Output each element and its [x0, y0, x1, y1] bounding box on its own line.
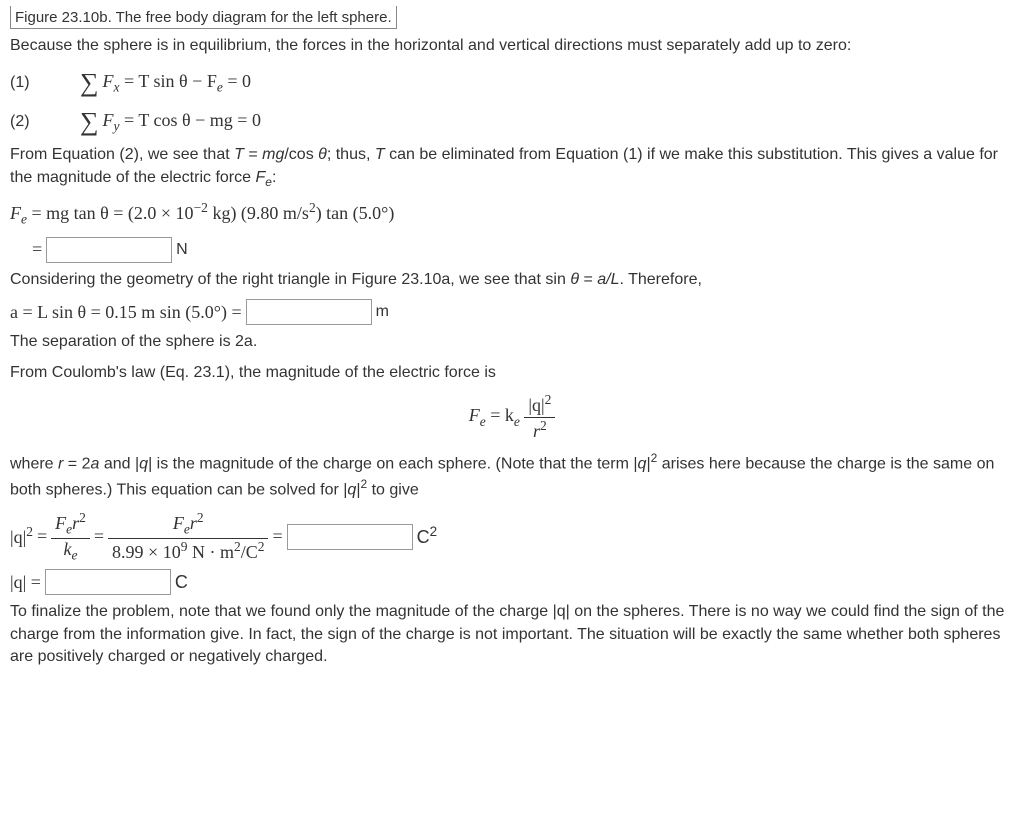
q2-frac2: Fer2 8.99 × 109 N · m2/C2: [108, 510, 268, 563]
equation-2-row: (2) ∑Fy = T cos θ − mg = 0: [10, 104, 1014, 140]
unit-coulomb: C: [175, 570, 188, 595]
unit-newton: N: [176, 239, 188, 261]
figure-caption-text: Figure 23.10b. The free body diagram for…: [15, 9, 392, 26]
eq1-body: ∑Fx = T sin θ − Fe = 0: [80, 65, 251, 101]
fe-result-row: = N: [32, 237, 1014, 263]
coulomb-equation: Fe = ke |q|2 r2: [10, 392, 1014, 442]
paragraph-5: From Coulomb's law (Eq. 23.1), the magni…: [10, 362, 1014, 384]
q-squared-row: |q|2 = Fer2 ke = Fer2 8.99 × 109 N · m2/…: [10, 510, 1014, 564]
equation-1-row: (1) ∑Fx = T sin θ − Fe = 0: [10, 65, 1014, 101]
fe-equation: Fe = mg tan θ = (2.0 × 10−2 kg) (9.80 m/…: [10, 199, 1014, 229]
intro-paragraph: Because the sphere is in equilibrium, th…: [10, 35, 1014, 57]
a-equation: a = L sin θ = 0.15 m sin (5.0°) =: [10, 300, 242, 325]
eq2-number: (2): [10, 111, 40, 133]
unit-c2: C2: [417, 523, 438, 550]
a-answer-input[interactable]: [246, 299, 372, 325]
paragraph-2: From Equation (2), we see that T = mg/co…: [10, 144, 1014, 190]
q-squared-input[interactable]: [287, 524, 413, 550]
paragraph-4: The separation of the sphere is 2a.: [10, 331, 1014, 353]
paragraph-6: where r = 2a and |q| is the magnitude of…: [10, 450, 1014, 501]
q-row: |q| = C: [10, 569, 1014, 595]
a-equation-row: a = L sin θ = 0.15 m sin (5.0°) = m: [10, 299, 1014, 325]
eq1-number: (1): [10, 72, 40, 94]
q-lhs: |q| =: [10, 570, 41, 595]
q-answer-input[interactable]: [45, 569, 171, 595]
sigma-icon: ∑: [80, 65, 99, 101]
q2-frac1: Fer2 ke: [51, 510, 90, 564]
eq2-body: ∑Fy = T cos θ − mg = 0: [80, 104, 261, 140]
sigma-icon: ∑: [80, 104, 99, 140]
coulomb-fraction: |q|2 r2: [524, 392, 555, 442]
paragraph-3: Considering the geometry of the right tr…: [10, 269, 1014, 291]
figure-caption-box: Figure 23.10b. The free body diagram for…: [10, 6, 397, 29]
equals-sign: =: [32, 237, 42, 262]
q2-lhs: |q|2: [10, 523, 33, 550]
fe-answer-input[interactable]: [46, 237, 172, 263]
unit-meter: m: [376, 301, 389, 323]
paragraph-7: To finalize the problem, note that we fo…: [10, 601, 1014, 668]
